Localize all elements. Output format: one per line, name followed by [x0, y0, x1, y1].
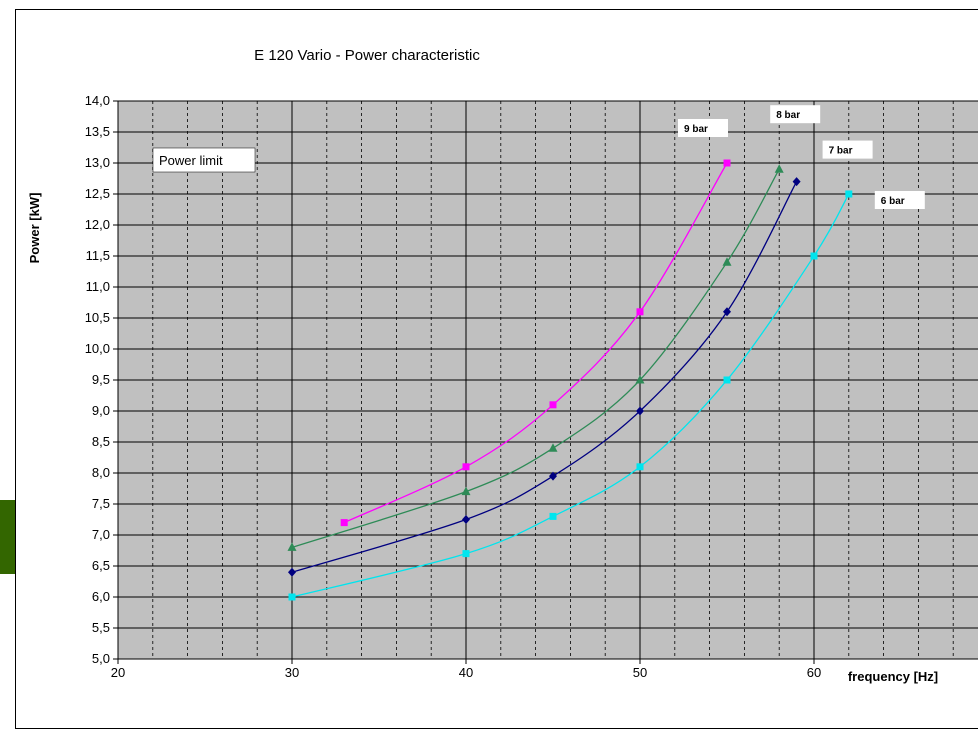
data-point: [461, 486, 471, 496]
x-tick-label: 60: [807, 665, 821, 680]
side-accent-bar: [0, 500, 16, 574]
y-tick-label: 7,5: [92, 496, 110, 511]
y-tick-label: 12,5: [85, 186, 110, 201]
callout-box-7-bar: [822, 140, 873, 159]
grid-lines: [117, 100, 978, 660]
y-tick-label: 8,5: [92, 434, 110, 449]
x-tick-label: 30: [285, 665, 299, 680]
data-point: [774, 164, 784, 173]
data-point: [462, 515, 470, 524]
callout-box-6-bar: [874, 191, 925, 209]
series-6-bar: [288, 190, 853, 601]
chart-canvas: E 120 Vario - Power characteristic 5,05,…: [27, 47, 978, 684]
y-tick-label: 6,5: [92, 558, 110, 573]
axis-ticks: 5,0 5,5 6,0 6,5 7,0 7,5 8,0 8,5 9,0 9,5 10,0 10,5 11…: [85, 93, 822, 680]
y-tick-label: 9,5: [92, 372, 110, 387]
data-point: [792, 177, 801, 187]
series-callouts: 9 bar 8 bar 7 bar 6 bar: [678, 105, 925, 209]
series-label-6-bar: 6 bar: [881, 196, 905, 207]
data-point: [636, 308, 644, 316]
chart-title: E 120 Vario - Power characteristic: [254, 47, 480, 64]
data-point: [636, 406, 644, 416]
data-point: [287, 542, 297, 551]
y-tick-label: 6,0: [92, 589, 110, 604]
data-point: [810, 252, 818, 260]
series-label-7-bar: 7 bar: [829, 146, 853, 157]
x-axis-label: frequency [Hz]: [848, 669, 938, 684]
data-point: [723, 159, 731, 167]
x-tick-label: 40: [459, 665, 473, 680]
y-tick-label: 8,0: [92, 465, 110, 480]
data-point: [462, 463, 470, 471]
callout-box-8-bar: [770, 105, 821, 124]
series-7-bar: [288, 177, 801, 577]
series-label-8-bar: 8 bar: [776, 110, 800, 121]
series-8-bar: [287, 164, 784, 551]
series-label-9-bar: 9 bar: [684, 124, 708, 135]
data-point: [288, 593, 296, 601]
data-point: [340, 519, 348, 527]
y-tick-label: 12,0: [85, 217, 110, 232]
y-tick-label: 5,5: [92, 620, 110, 635]
data-series: [287, 159, 853, 601]
data-point: [722, 257, 732, 266]
data-point: [723, 307, 731, 317]
series-9-bar: [340, 159, 731, 527]
y-tick-label: 11,0: [86, 279, 110, 294]
data-point: [636, 463, 644, 471]
x-tick-label: 50: [633, 665, 647, 680]
series-line-7-bar: [291, 181, 798, 573]
y-tick-label: 9,0: [92, 403, 110, 418]
data-point: [288, 567, 296, 577]
data-point: [548, 443, 558, 452]
y-tick-label: 10,5: [85, 310, 110, 325]
data-point: [549, 471, 557, 481]
x-tick-label: 20: [111, 665, 125, 680]
data-point: [635, 375, 645, 384]
data-point: [549, 512, 557, 520]
chart-frame: E 120 Vario - Power characteristic 5,0 5,…: [15, 9, 978, 729]
series-line-9-bar: [343, 162, 728, 524]
y-axis-label: Power [kW]: [27, 193, 42, 264]
y-tick-label: 5,0: [92, 651, 110, 666]
data-point: [549, 401, 557, 409]
callout-box-9-bar: [678, 119, 728, 137]
y-tick-label: 7,0: [92, 527, 110, 542]
y-tick-label: 10,0: [85, 341, 110, 356]
power-limit-label: Power limit: [159, 153, 223, 168]
data-point: [462, 550, 470, 558]
data-point: [723, 376, 731, 384]
y-tick-label: 13,5: [85, 124, 110, 139]
power-limit-box: [152, 147, 256, 173]
series-line-8-bar: [291, 168, 780, 549]
y-tick-label: 13,0: [85, 155, 110, 170]
y-tick-label: 14,0: [85, 93, 110, 108]
data-point: [845, 190, 853, 198]
y-tick-label: 11,5: [86, 248, 110, 263]
